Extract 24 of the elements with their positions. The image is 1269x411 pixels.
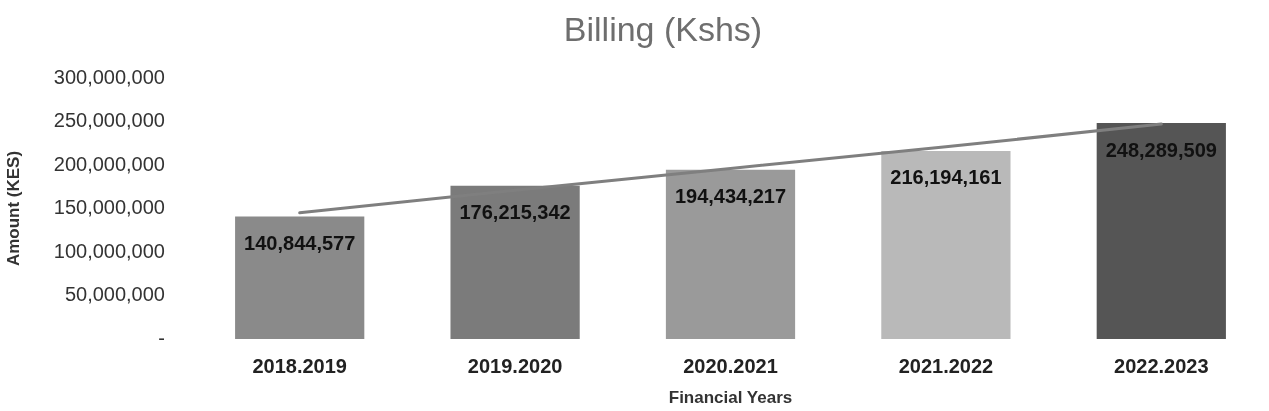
bar <box>881 150 1011 339</box>
x-tick-label: 2020.2021 <box>683 354 778 377</box>
y-tick-label: 100,000,000 <box>53 239 165 262</box>
y-axis-title: Amount (KES) <box>3 150 23 267</box>
data-label: 216,194,161 <box>890 166 1002 189</box>
y-tick-label: 250,000,000 <box>53 109 165 132</box>
data-label: 248,289,509 <box>1105 138 1217 161</box>
data-label: 176,215,342 <box>459 201 571 224</box>
bar <box>235 216 365 339</box>
y-tick-label: 150,000,000 <box>53 196 165 219</box>
y-tick-label: 300,000,000 <box>53 65 165 88</box>
x-tick-label: 2018.2019 <box>252 354 347 377</box>
y-tick-label: 200,000,000 <box>53 152 165 175</box>
x-axis-title: Financial Years <box>668 388 793 408</box>
data-label: 140,844,577 <box>244 231 356 254</box>
bar <box>665 169 796 339</box>
bar <box>1096 122 1226 339</box>
x-tick-label: 2022.2023 <box>1114 354 1209 377</box>
x-tick-label: 2019.2020 <box>467 354 563 377</box>
chart-title: Billing (Kshs) <box>562 9 764 50</box>
data-label: 194,434,217 <box>674 185 787 208</box>
y-tick-label: 50,000,000 <box>64 283 165 306</box>
y-tick-label: - <box>158 326 165 349</box>
x-tick-label: 2021.2022 <box>898 354 994 377</box>
